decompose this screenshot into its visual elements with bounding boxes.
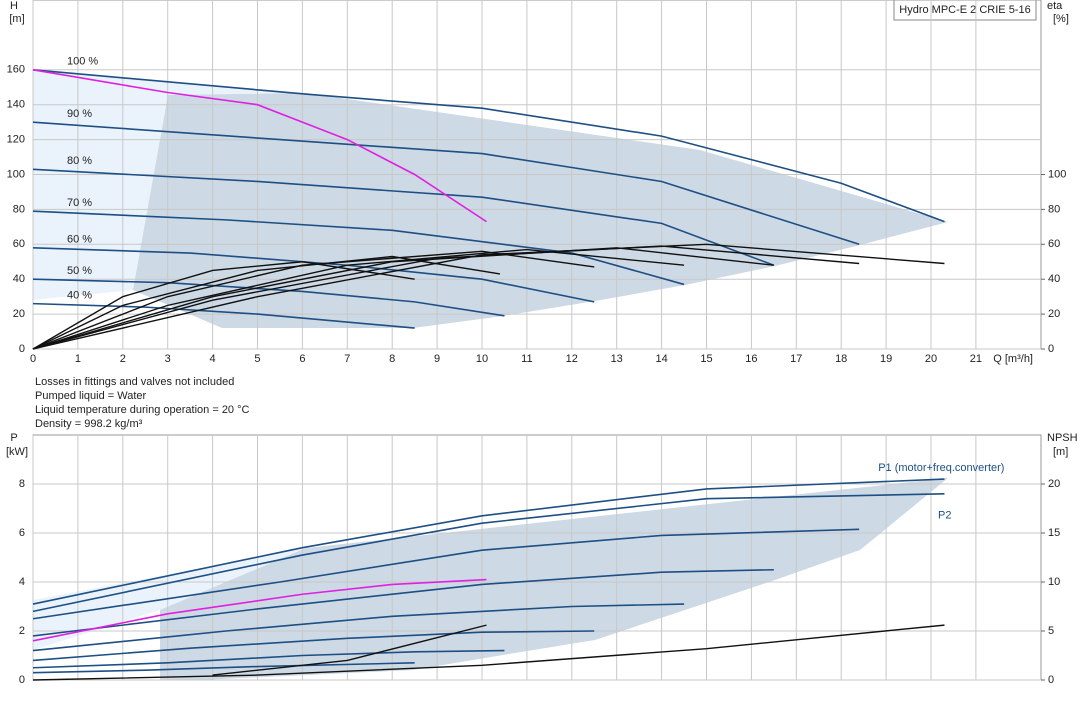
y-axis-label: H [10,0,18,12]
series-line [32,121,860,246]
y2-axis-label: [m] [1053,446,1068,458]
x-tick-label: 16 [745,353,757,365]
y-tick-label: 6 [19,527,25,539]
series-line [32,478,945,605]
y2-tick-label: 40 [1048,273,1060,285]
y2-tick-label: 80 [1048,203,1060,215]
series-label: P1 (motor+freq.converter) [878,462,1004,474]
note: Pumped liquid = Water [35,390,147,402]
y-tick-label: 0 [19,674,25,686]
y-tick-label: 0 [19,343,25,355]
series-line [32,493,945,613]
series-line [32,578,487,642]
series-line [32,278,505,317]
x-tick-label: 18 [835,353,847,365]
speed-label: 60 % [67,234,92,246]
x-tick-label: 0 [30,353,36,365]
x-tick-label: 4 [210,353,216,365]
x-tick-label: 5 [254,353,260,365]
x-tick-label: 14 [655,353,667,365]
note: Density = 998.2 kg/m³ [35,418,143,430]
y2-tick-label: 15 [1048,527,1060,539]
series-line [32,528,860,620]
y-tick-label: 120 [7,134,25,146]
y2-tick-label: 20 [1048,478,1060,490]
y-tick-label: 60 [13,238,25,250]
title-box [893,0,1037,21]
y2-tick-label: 5 [1048,625,1054,637]
series-line [32,624,945,681]
series-line [32,250,595,350]
series-line [32,603,685,652]
series-line [32,69,487,223]
x-tick-label: 15 [700,353,712,365]
speed-label: 80 % [67,155,92,167]
series-line [32,568,774,637]
series-line [212,624,487,676]
x-axis-label: Q [m³/h] [993,353,1033,365]
x-tick-label: 2 [120,353,126,365]
y2-tick-label: 10 [1048,576,1060,588]
y-axis-label: [kW] [6,446,28,458]
y-tick-label: 160 [7,64,25,76]
y2-tick-label: 60 [1048,238,1060,250]
series-line [32,168,775,266]
note: Losses in fittings and valves not includ… [35,376,234,388]
speed-label: 90 % [67,108,92,120]
x-tick-label: 9 [434,353,440,365]
x-tick-label: 6 [299,353,305,365]
x-tick-label: 3 [165,353,171,365]
y-tick-label: 80 [13,203,25,215]
y-tick-label: 140 [7,99,25,111]
y2-axis-label: [%] [1053,13,1069,25]
series-line [32,662,415,674]
title: Hydro MPC-E 2 CRIE 5-16 [899,4,1030,16]
y2-tick-label: 100 [1048,168,1066,180]
x-tick-label: 13 [611,353,623,365]
y-tick-label: 2 [19,625,25,637]
y-tick-label: 40 [13,273,25,285]
series-line [32,69,945,223]
x-tick-label: 17 [790,353,802,365]
x-tick-label: 10 [476,353,488,365]
y2-tick-label: 20 [1048,308,1060,320]
y-tick-label: 100 [7,168,25,180]
x-tick-label: 1 [75,353,81,365]
x-tick-label: 19 [880,353,892,365]
x-tick-label: 8 [389,353,395,365]
x-tick-label: 21 [970,353,982,365]
y-tick-label: 4 [19,576,25,588]
y-axis-label: P [10,432,17,444]
operating-region [133,93,948,328]
note: Liquid temperature during operation = 20… [35,404,250,416]
speed-label: 50 % [67,265,92,277]
series-line [32,248,685,350]
y2-tick-label: 0 [1048,343,1054,355]
x-tick-label: 12 [566,353,578,365]
series-line [32,243,945,350]
x-tick-label: 20 [925,353,937,365]
series-line [32,247,774,350]
series-line [32,649,505,669]
series-line [32,630,595,662]
series-line [32,245,860,350]
y-axis-label: [m] [9,13,24,25]
y2-axis-label: eta [1047,0,1063,12]
x-tick-label: 7 [344,353,350,365]
speed-label: 100 % [67,56,98,68]
y2-tick-label: 0 [1048,674,1054,686]
y-tick-label: 20 [13,308,25,320]
series-line [32,210,685,286]
y-tick-label: 8 [19,478,25,490]
speed-label: 40 % [67,290,92,302]
y2-axis-label: NPSH [1047,432,1078,444]
series-label: P2 [938,510,951,522]
series-line [32,302,415,329]
series-line [32,255,501,350]
x-tick-label: 11 [521,353,532,365]
speed-label: 70 % [67,197,92,209]
